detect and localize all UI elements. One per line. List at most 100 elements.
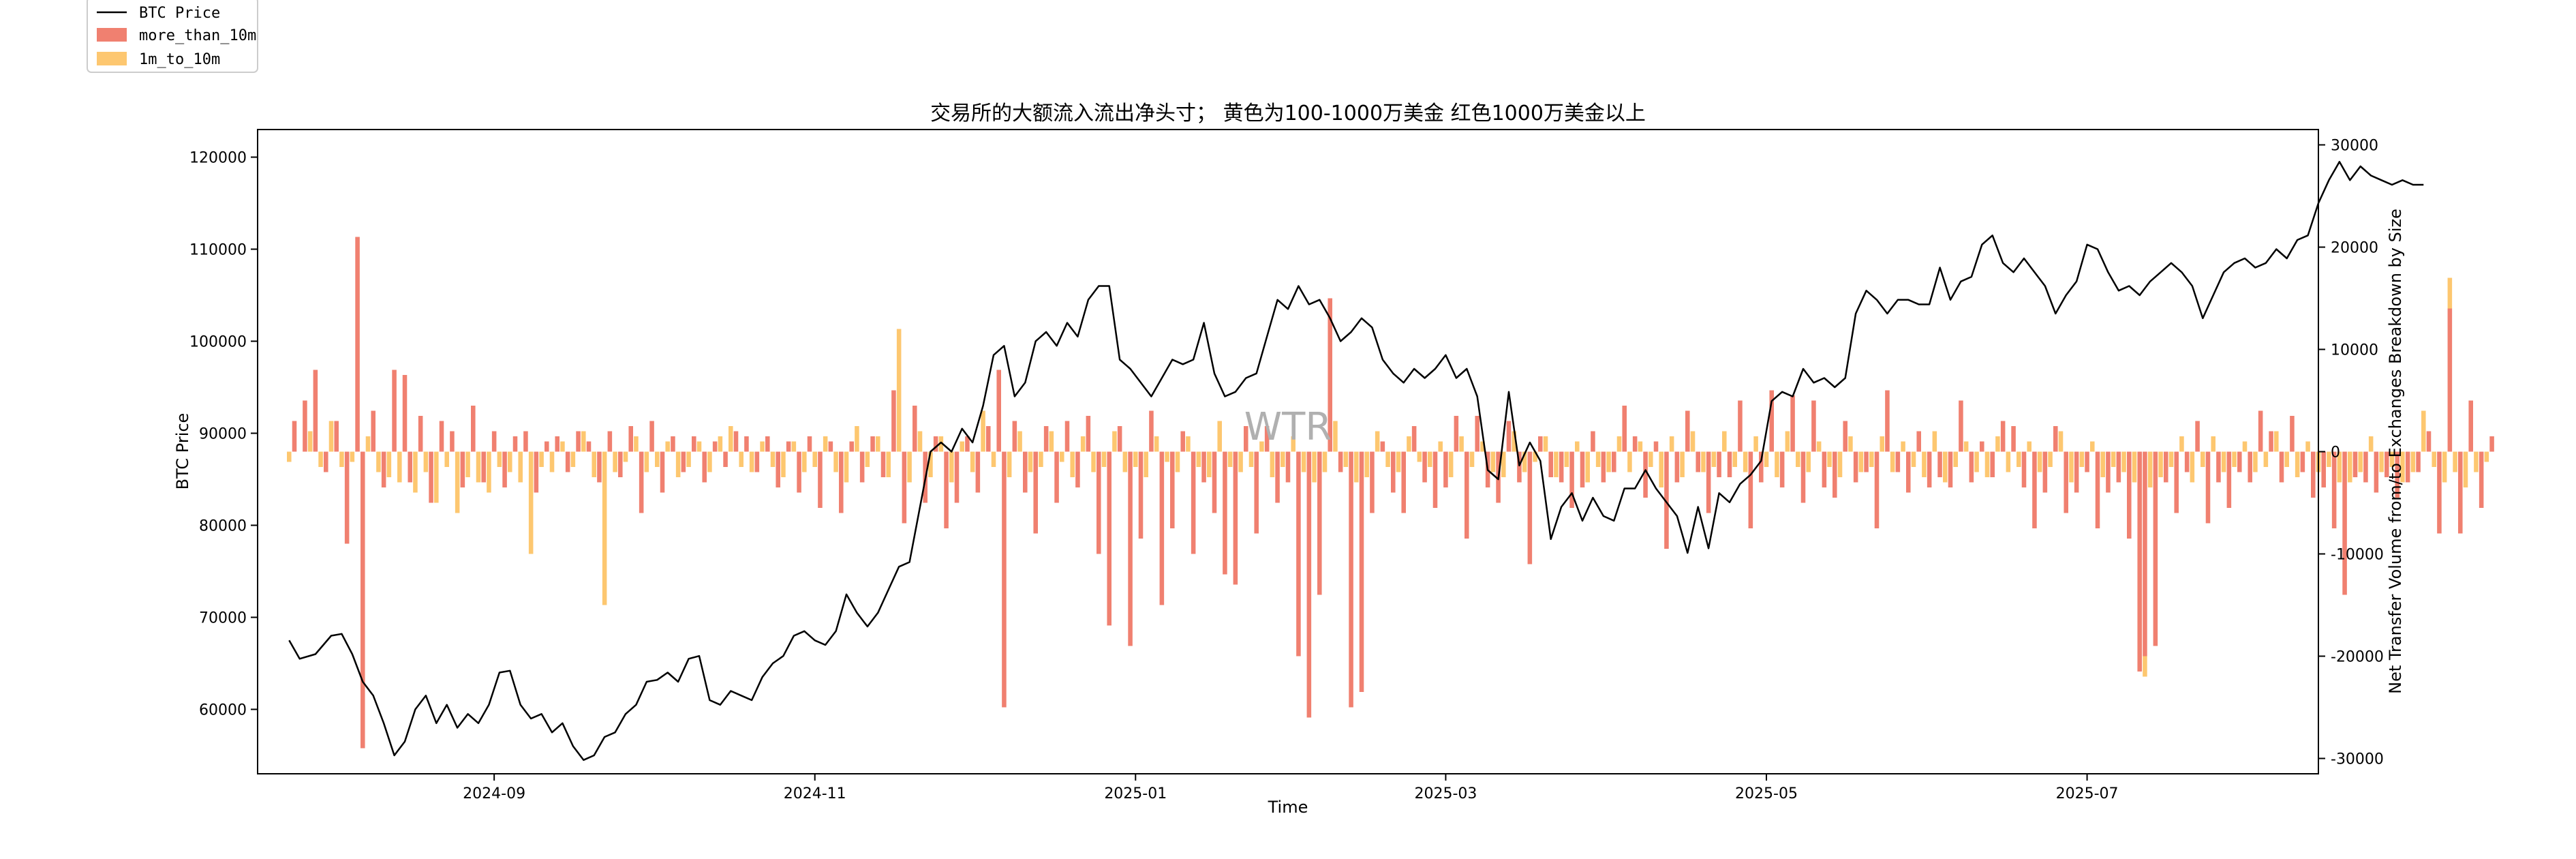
bar-more-than-10m — [891, 390, 896, 452]
bar-more-than-10m — [870, 436, 875, 452]
bar-1m-to-10m — [1080, 436, 1086, 452]
bar-1m-to-10m — [2295, 451, 2300, 477]
bar-more-than-10m — [1002, 451, 1007, 708]
bar-1m-to-10m — [2147, 451, 2153, 487]
bar-more-than-10m — [2279, 451, 2284, 483]
bar-more-than-10m — [2290, 416, 2295, 452]
bar-1m-to-10m — [581, 431, 586, 452]
bar-1m-to-10m — [328, 421, 334, 452]
bar-1m-to-10m — [2121, 451, 2126, 472]
bar-more-than-10m — [2458, 451, 2463, 534]
bar-1m-to-10m — [1753, 436, 1758, 452]
bar-1m-to-10m — [487, 451, 491, 493]
legend-swatch-more-than-10m — [97, 28, 127, 42]
bar-more-than-10m — [2184, 451, 2190, 472]
x-tick-label: 2024-11 — [784, 785, 846, 802]
bar-1m-to-10m — [434, 451, 439, 503]
bar-more-than-10m — [1853, 451, 1858, 483]
bar-more-than-10m — [1107, 451, 1111, 626]
bar-1m-to-10m — [749, 451, 754, 472]
bar-1m-to-10m — [886, 451, 891, 477]
bar-1m-to-10m — [397, 451, 402, 483]
bar-more-than-10m — [1233, 451, 1238, 585]
bar-1m-to-10m — [665, 441, 670, 452]
bar-more-than-10m — [2064, 451, 2068, 513]
bar-1m-to-10m — [1722, 431, 1727, 452]
bar-more-than-10m — [1612, 451, 1616, 472]
bar-more-than-10m — [2074, 451, 2079, 493]
bar-more-than-10m — [1254, 451, 1259, 534]
bar-1m-to-10m — [739, 451, 743, 467]
bar-1m-to-10m — [686, 451, 691, 467]
bar-1m-to-10m — [2201, 451, 2205, 467]
bar-1m-to-10m — [1364, 451, 1369, 477]
bar-more-than-10m — [2116, 451, 2121, 483]
bar-1m-to-10m — [2410, 451, 2416, 472]
bar-1m-to-10m — [1448, 451, 1454, 477]
bar-more-than-10m — [1811, 400, 1816, 452]
bar-1m-to-10m — [2263, 451, 2269, 467]
bar-more-than-10m — [481, 451, 486, 483]
bar-1m-to-10m — [896, 329, 902, 452]
bar-more-than-10m — [1517, 451, 1522, 483]
bar-1m-to-10m — [1428, 451, 1432, 467]
bar-more-than-10m — [1506, 421, 1512, 452]
bar-1m-to-10m — [1595, 451, 1601, 467]
bar-1m-to-10m — [2284, 451, 2289, 467]
bar-1m-to-10m — [2327, 451, 2331, 467]
bar-1m-to-10m — [1659, 451, 1663, 487]
bar-more-than-10m — [408, 451, 412, 483]
bar-more-than-10m — [1653, 441, 1659, 452]
bar-1m-to-10m — [1858, 451, 1864, 472]
bar-1m-to-10m — [1070, 451, 1075, 477]
bar-1m-to-10m — [1469, 451, 1475, 467]
bar-1m-to-10m — [1575, 441, 1580, 452]
bar-more-than-10m — [765, 436, 770, 452]
bar-1m-to-10m — [991, 451, 996, 467]
bar-more-than-10m — [2342, 451, 2347, 595]
bar-more-than-10m — [1769, 390, 1774, 452]
bar-1m-to-10m — [2179, 436, 2184, 452]
bar-more-than-10m — [1043, 426, 1049, 452]
bar-more-than-10m — [618, 451, 623, 477]
bar-1m-to-10m — [844, 451, 849, 483]
bar-1m-to-10m — [1974, 451, 1979, 472]
bar-1m-to-10m — [1217, 421, 1222, 452]
bar-more-than-10m — [2085, 451, 2089, 472]
bar-more-than-10m — [2405, 451, 2410, 483]
bar-more-than-10m — [344, 451, 350, 544]
bar-more-than-10m — [1244, 426, 1248, 452]
bar-1m-to-10m — [1459, 436, 1464, 452]
bar-1m-to-10m — [833, 451, 838, 472]
bar-1m-to-10m — [802, 451, 807, 472]
bar-more-than-10m — [681, 451, 686, 472]
bar-more-than-10m — [692, 436, 696, 452]
bar-1m-to-10m — [1227, 451, 1233, 467]
bar-more-than-10m — [1317, 451, 1322, 595]
bar-1m-to-10m — [1963, 441, 1969, 452]
bar-more-than-10m — [1012, 421, 1017, 452]
bar-1m-to-10m — [1890, 451, 1895, 472]
bar-more-than-10m — [2479, 451, 2484, 508]
bar-1m-to-10m — [1270, 451, 1275, 477]
bar-more-than-10m — [1643, 451, 1648, 498]
bar-1m-to-10m — [413, 451, 418, 493]
bar-1m-to-10m — [1248, 451, 1254, 467]
bar-more-than-10m — [586, 441, 592, 452]
bar-1m-to-10m — [1627, 451, 1632, 472]
bar-1m-to-10m — [2079, 451, 2085, 467]
y-axis-label: BTC Price — [173, 413, 192, 490]
bar-more-than-10m — [1128, 451, 1133, 646]
bar-more-than-10m — [2385, 451, 2389, 477]
bar-1m-to-10m — [623, 451, 628, 462]
bar-more-than-10m — [1717, 451, 1721, 477]
bar-more-than-10m — [649, 421, 654, 452]
bar-more-than-10m — [723, 451, 728, 467]
bar-more-than-10m — [392, 370, 397, 452]
bar-1m-to-10m — [1122, 451, 1128, 472]
bar-more-than-10m — [402, 375, 408, 452]
bar-1m-to-10m — [1133, 451, 1138, 467]
bar-1m-to-10m — [2447, 277, 2453, 309]
bar-more-than-10m — [797, 451, 801, 493]
bar-more-than-10m — [1191, 451, 1196, 554]
